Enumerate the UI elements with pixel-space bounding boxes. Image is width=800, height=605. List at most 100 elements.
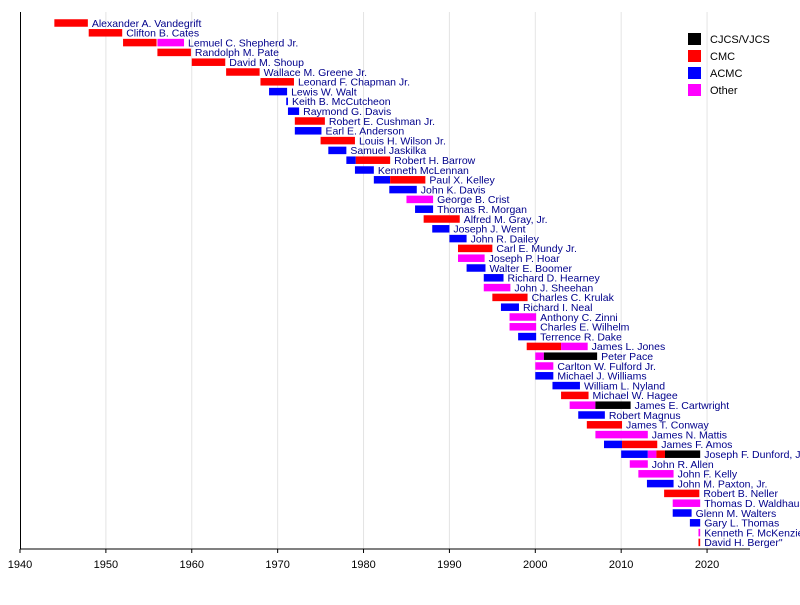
bar-leonard-f-chapman-jr-cmc-0 [260, 78, 294, 86]
bar-carl-e-mundy-jr-cmc-0 [458, 244, 493, 253]
label-anthony-c-zinni: Anthony C. Zinni [540, 312, 618, 324]
bar-john-r-allen-other-0 [629, 460, 648, 468]
label-robert-e-cushman-jr: Robert E. Cushman Jr. [329, 116, 435, 128]
legend-label-acmc: ACMC [710, 68, 742, 80]
legend-label-other: Other [710, 85, 738, 97]
legend-swatch-other [688, 84, 701, 96]
bar-kenneth-f-mckenzie-jr-other-0 [698, 528, 701, 537]
label-james-e-cartwright: James E. Cartwright [635, 400, 730, 412]
label-james-t-conway: James T. Conway [626, 420, 709, 432]
label-john-f-kelly: John F. Kelly [678, 469, 738, 481]
bar-william-l-nyland-acmc-0 [552, 381, 580, 390]
bar-peter-pace-cjcs-vjcs-1 [543, 352, 598, 360]
label-charles-c-krulak: Charles C. Krulak [532, 292, 615, 304]
label-james-f-amos: James F. Amos [661, 439, 732, 451]
bar-joseph-f-dunford-jr-other-1 [647, 450, 657, 458]
bar-thomas-d-waldhauser-other-0 [672, 499, 701, 507]
label-samuel-jaskilka: Samuel Jaskilka [350, 145, 426, 157]
label-clifton-b-cates: Clifton B. Cates [126, 28, 199, 40]
bar-robert-b-neller-cmc-0 [664, 489, 700, 498]
x-tick-label-1990: 1990 [437, 559, 461, 571]
bar-james-e-cartwright-cjcs-vjcs-1 [595, 401, 631, 409]
label-joseph-j-went: Joseph J. Went [453, 224, 525, 236]
x-tick-label-1960: 1960 [180, 559, 204, 571]
x-tick-label-1940: 1940 [8, 559, 32, 571]
bar-walter-e-boomer-acmc-0 [466, 264, 486, 272]
bar-lemuel-c-shepherd-jr-other-1 [157, 38, 185, 47]
bar-david-m-shoup-cmc-0 [191, 58, 226, 66]
bar-robert-h-barrow-acmc-0 [346, 156, 356, 164]
label-joseph-f-dunford-jr: Joseph F. Dunford, Jr. [704, 449, 800, 461]
bar-randolph-m-pate-cmc-0 [157, 48, 191, 57]
label-randolph-m-pate: Randolph M. Pate [195, 47, 279, 59]
label-thomas-d-waldhauser: Thomas D. Waldhauser [704, 498, 800, 510]
bar-samuel-jaskilka-acmc-0 [328, 146, 347, 155]
bar-louis-h-wilson-jr-cmc-0 [320, 136, 355, 145]
bar-james-e-cartwright-other-0 [569, 401, 596, 409]
grid-layer [105, 12, 708, 549]
label-earl-e-anderson: Earl E. Anderson [325, 126, 404, 138]
bar-joseph-f-dunford-jr-acmc-0 [621, 450, 648, 458]
label-paul-x-kelley: Paul X. Kelley [429, 175, 495, 187]
x-tick-label-1980: 1980 [351, 559, 375, 571]
label-robert-h-barrow: Robert H. Barrow [394, 155, 476, 167]
bar-john-j-sheehan-other-0 [483, 283, 511, 292]
label-kenneth-f-mckenzie-jr: Kenneth F. McKenzie Jr. [704, 527, 800, 539]
bar-raymond-g-davis-acmc-0 [287, 107, 300, 115]
bar-clifton-b-cates-cmc-0 [88, 29, 123, 37]
x-tick-label-2020: 2020 [695, 559, 719, 571]
bar-james-n-mattis-other-0 [595, 430, 648, 439]
bar-robert-h-barrow-cmc-1 [355, 156, 391, 164]
bar-wallace-m-greene-jr-cmc-0 [226, 68, 260, 76]
label-louis-h-wilson-jr: Louis H. Wilson Jr. [359, 135, 446, 147]
bar-james-l-jones-other-1 [561, 342, 588, 351]
label-william-l-nyland: William L. Nyland [584, 380, 665, 392]
label-joseph-p-hoar: Joseph P. Hoar [489, 253, 561, 265]
x-tick-label-1950: 1950 [94, 559, 118, 571]
label-robert-b-neller: Robert B. Neller [703, 488, 778, 500]
bar-charles-c-krulak-cmc-0 [492, 293, 528, 302]
label-richard-i-neal: Richard I. Neal [523, 302, 592, 314]
label-thomas-r-morgan: Thomas R. Morgan [437, 204, 527, 216]
bar-john-f-kelly-other-0 [638, 470, 674, 478]
label-carlton-w-fulford-jr: Carlton W. Fulford Jr. [557, 361, 656, 373]
label-david-h-berger: David H. Berger" [704, 537, 783, 549]
bars-layer [54, 19, 701, 547]
label-john-r-allen: John R. Allen [652, 459, 714, 471]
bar-joseph-j-went-acmc-0 [432, 225, 450, 233]
bar-james-t-conway-cmc-0 [586, 421, 623, 429]
bar-george-b-crist-other-0 [406, 195, 434, 204]
label-john-k-davis: John K. Davis [421, 184, 486, 196]
label-gary-l-thomas: Gary L. Thomas [704, 518, 779, 530]
label-john-r-dailey: John R. Dailey [471, 233, 540, 245]
bar-richard-d-hearney-acmc-0 [483, 274, 504, 282]
bar-paul-x-kelley-cmc-1 [390, 176, 426, 184]
x-tick-label-1970: 1970 [265, 559, 289, 571]
label-charles-e-wilhelm: Charles E. Wilhelm [540, 322, 630, 334]
bar-alexander-a-vandegrift-cmc-0 [54, 19, 88, 27]
label-john-j-sheehan: John J. Sheehan [514, 282, 593, 294]
bar-john-k-davis-acmc-0 [389, 185, 417, 194]
bar-joseph-f-dunford-jr-cmc-2 [656, 450, 665, 458]
legend-label-cmc: CMC [710, 51, 735, 63]
bar-joseph-p-hoar-other-0 [458, 254, 485, 262]
bar-michael-w-hagee-cmc-0 [561, 391, 589, 400]
label-robert-magnus: Robert Magnus [609, 410, 681, 422]
bar-david-h-berger-cmc-0 [698, 538, 701, 547]
legend: CJCS/VJCS CMC ACMC Other [688, 33, 770, 97]
bar-john-r-dailey-acmc-0 [449, 234, 467, 243]
legend-label-cjcs-vjcs: CJCS/VJCS [710, 34, 770, 46]
label-lewis-w-walt: Lewis W. Walt [291, 86, 357, 98]
bar-kenneth-mclennan-acmc-0 [354, 166, 374, 174]
bar-robert-magnus-acmc-0 [578, 411, 605, 419]
bar-paul-x-kelley-acmc-0 [373, 176, 391, 184]
label-james-l-jones: James L. Jones [592, 341, 666, 353]
bar-earl-e-anderson-acmc-0 [294, 127, 322, 135]
bar-peter-pace-other-0 [535, 352, 544, 360]
x-tick-label-2010: 2010 [609, 559, 633, 571]
label-michael-j-williams: Michael J. Williams [557, 371, 646, 383]
bar-robert-e-cushman-jr-cmc-0 [294, 117, 325, 125]
